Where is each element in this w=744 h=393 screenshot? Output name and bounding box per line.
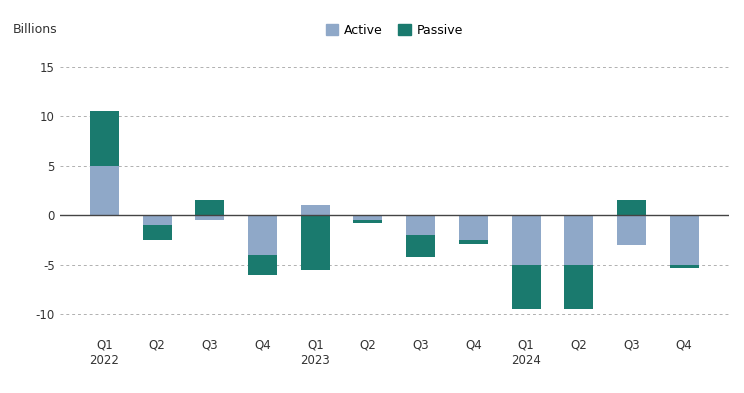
Bar — [143, 225, 172, 240]
Bar — [617, 200, 646, 215]
Bar — [617, 215, 646, 245]
Bar — [564, 215, 593, 265]
Bar — [564, 265, 593, 309]
Bar — [90, 112, 119, 166]
Bar — [512, 265, 541, 309]
Bar — [196, 200, 225, 215]
Bar — [301, 206, 330, 215]
Bar — [459, 215, 488, 240]
Bar — [353, 220, 382, 223]
Bar — [301, 215, 330, 270]
Bar — [90, 166, 119, 215]
Bar — [459, 240, 488, 244]
Legend: Active, Passive: Active, Passive — [321, 19, 468, 42]
Bar — [196, 215, 225, 220]
Text: Billions: Billions — [13, 23, 57, 36]
Bar — [670, 215, 699, 265]
Bar — [406, 215, 435, 235]
Bar — [670, 265, 699, 268]
Bar — [143, 215, 172, 225]
Bar — [248, 255, 277, 275]
Bar — [248, 215, 277, 255]
Bar — [353, 215, 382, 220]
Bar — [406, 235, 435, 257]
Bar — [512, 215, 541, 265]
